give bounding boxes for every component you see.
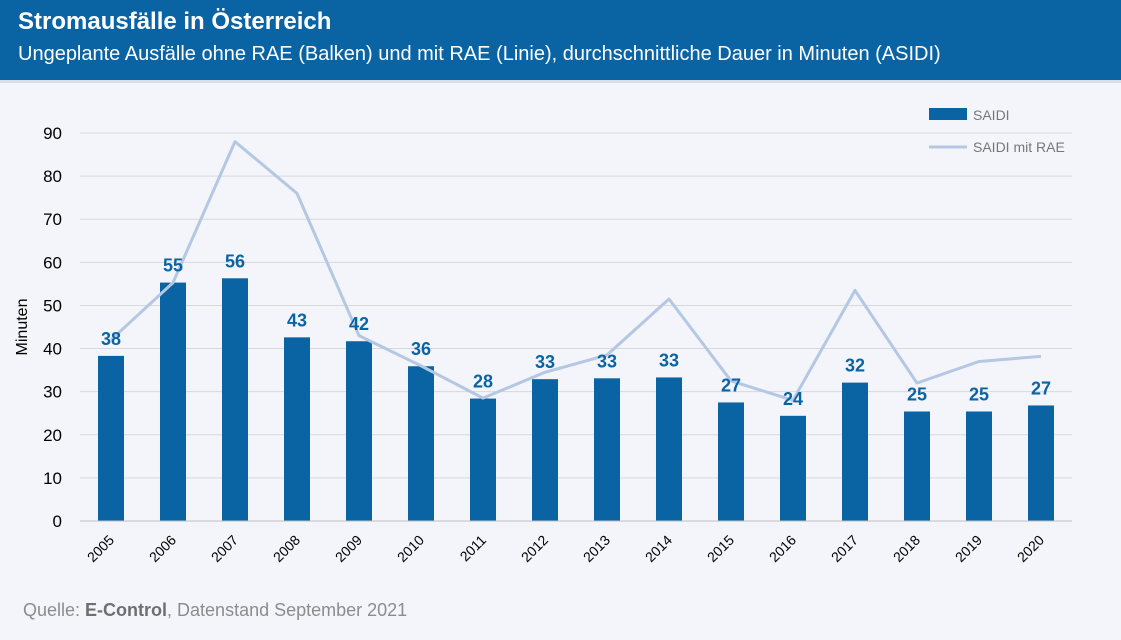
bar	[408, 366, 434, 521]
x-tick-label: 2007	[208, 532, 241, 565]
source-suffix: , Datenstand September 2021	[167, 600, 408, 620]
x-tick-label: 2009	[332, 532, 365, 565]
data-label: 33	[659, 350, 679, 370]
chart-subtitle: Ungeplante Ausfälle ohne RAE (Balken) un…	[18, 43, 941, 65]
y-tick-label: 60	[43, 253, 62, 272]
x-tick-label: 2016	[766, 532, 799, 565]
y-tick-label: 40	[43, 340, 62, 359]
bar	[284, 337, 310, 521]
x-tick-label: 2013	[580, 532, 613, 565]
data-label: 36	[411, 339, 431, 359]
data-label: 43	[287, 310, 307, 330]
y-tick-label: 30	[43, 383, 62, 402]
y-tick-label: 70	[43, 210, 62, 229]
x-tick-label: 2010	[394, 532, 427, 565]
data-label: 33	[597, 351, 617, 371]
data-label: 24	[783, 389, 803, 409]
x-tick-label: 2018	[890, 532, 923, 565]
data-label: 27	[721, 375, 741, 395]
source-org: E-Control	[85, 600, 168, 620]
data-label: 28	[473, 372, 493, 392]
x-tick-label: 2012	[518, 532, 551, 565]
x-tick-label: 2008	[270, 532, 303, 565]
y-tick-label: 50	[43, 296, 62, 315]
y-tick-label: 80	[43, 167, 62, 186]
data-label: 27	[1031, 378, 1051, 398]
x-tick-label: 2014	[642, 532, 675, 565]
x-tick-label: 2006	[146, 532, 179, 565]
bar	[160, 282, 186, 521]
x-tick-label: 2015	[704, 532, 737, 565]
bar	[346, 341, 372, 521]
data-label: 25	[969, 384, 989, 404]
bar	[842, 382, 868, 521]
y-tick-label: 0	[53, 512, 62, 531]
line-series-saidi-mit-rae	[109, 140, 1042, 402]
data-label: 38	[101, 329, 121, 349]
x-tick-label: 2017	[828, 532, 861, 565]
bar	[780, 415, 806, 521]
legend-label-saidi-mit-rae: SAIDI mit RAE	[973, 139, 1065, 155]
data-label: 42	[349, 314, 369, 334]
data-label: 56	[225, 251, 245, 271]
source-prefix: Quelle:	[23, 600, 86, 620]
bar	[532, 379, 558, 521]
bar	[594, 378, 620, 521]
x-tick-label: 2020	[1014, 532, 1047, 565]
source-note: Quelle: E-Control, Datenstand September …	[23, 600, 407, 621]
bar	[1028, 405, 1054, 521]
x-tick-label: 2019	[952, 532, 985, 565]
data-label: 55	[163, 256, 183, 276]
bar	[222, 278, 248, 521]
legend-swatch-saidi	[929, 108, 967, 120]
bar	[98, 355, 124, 521]
y-axis-label: Minuten	[14, 299, 31, 356]
data-label: 32	[845, 356, 865, 376]
legend-label-saidi: SAIDI	[973, 107, 1010, 123]
bar	[470, 398, 496, 521]
x-tick-label: 2011	[457, 532, 490, 565]
y-tick-label: 20	[43, 426, 62, 445]
chart-area	[0, 80, 1121, 640]
bar	[718, 402, 744, 521]
data-label: 33	[535, 352, 555, 372]
bar	[966, 411, 992, 521]
bar	[656, 377, 682, 521]
chart-title: Stromausfälle in Österreich	[18, 8, 332, 35]
header: Stromausfälle in Österreich Ungeplante A…	[0, 0, 1121, 80]
bar	[904, 411, 930, 521]
x-tick-label: 2005	[84, 532, 117, 565]
data-label: 25	[907, 384, 927, 404]
y-tick-label: 90	[43, 124, 62, 143]
y-tick-label: 10	[43, 469, 62, 488]
